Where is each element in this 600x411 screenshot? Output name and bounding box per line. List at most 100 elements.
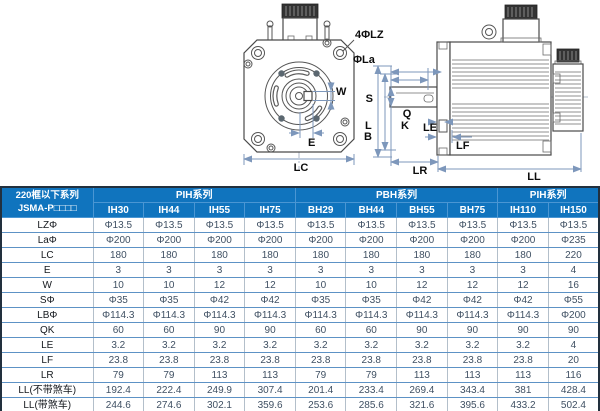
dimension-value-cell: 502.4	[547, 397, 599, 411]
dimension-value-cell: 20	[547, 352, 599, 368]
dimension-value-cell: Φ42	[497, 292, 549, 308]
model-column-header: BH55	[396, 202, 448, 218]
dimension-value-cell: 60	[92, 322, 144, 338]
dimension-value-cell: 180	[193, 247, 245, 263]
spec-table: 220框以下系列 JSMA-P□□□□ PIH系列 PBH系列 PIH系列 IH30…	[0, 186, 600, 411]
dimension-value-cell: 3	[497, 262, 549, 278]
model-column-header: BH29	[294, 202, 347, 218]
dimension-value-cell: 180	[497, 247, 549, 263]
dimension-value-cell: Φ200	[396, 232, 448, 248]
dimension-value-cell: 12	[396, 277, 448, 293]
dimension-lines	[243, 39, 582, 173]
dimension-value-cell: 60	[294, 322, 346, 338]
dimension-value-cell: 12	[446, 277, 498, 293]
dimension-value-cell: Φ13.5	[345, 217, 397, 233]
dimension-value-cell: Φ235	[547, 232, 599, 248]
dimension-value-cell: 3	[92, 262, 144, 278]
dimension-value-cell: 428.4	[547, 382, 599, 398]
dimension-value-cell: 244.6	[92, 397, 144, 411]
dimension-value-cell: Φ13.5	[446, 217, 498, 233]
spec-row: W 10 10 12 12 10 10 12 12 12 16	[1, 277, 599, 293]
dimension-value-cell: 23.8	[446, 352, 498, 368]
dimension-value-cell: Φ13.5	[396, 217, 448, 233]
dimension-value-cell: 23.8	[92, 352, 144, 368]
dimension-value-cell: 90	[193, 322, 245, 338]
dimension-value-cell: 192.4	[92, 382, 144, 398]
dimension-value-cell: Φ200	[143, 232, 195, 248]
dimension-value-cell: 23.8	[294, 352, 346, 368]
dimension-value-cell: 201.4	[294, 382, 346, 398]
spec-row: QK 60 60 90 90 60 60 90 90 90 90	[1, 322, 599, 338]
dimension-row-label: QK	[1, 322, 94, 338]
dimension-row-label: LC	[1, 247, 94, 263]
dimension-value-cell: 359.6	[244, 397, 296, 411]
label-w: W	[336, 86, 347, 98]
dimension-value-cell: 433.2	[497, 397, 549, 411]
dimension-value-cell: 180	[446, 247, 498, 263]
dimension-value-cell: Φ35	[345, 292, 397, 308]
dimension-value-cell: 90	[244, 322, 296, 338]
dimension-value-cell: 79	[92, 367, 144, 383]
dimension-value-cell: Φ200	[446, 232, 498, 248]
dimension-value-cell: 16	[547, 277, 599, 293]
dimension-value-cell: 3	[143, 262, 195, 278]
dimension-value-cell: 180	[143, 247, 195, 263]
label-s: S	[366, 93, 373, 105]
dimension-value-cell: 79	[345, 367, 397, 383]
model-column-header: BH44	[345, 202, 398, 218]
dimension-row-label: W	[1, 277, 94, 293]
dimension-value-cell: 3	[294, 262, 346, 278]
dimension-value-cell: 3.2	[92, 337, 144, 353]
dimension-value-cell: Φ200	[92, 232, 144, 248]
dimension-value-cell: 222.4	[143, 382, 195, 398]
dimension-value-cell: Φ13.5	[244, 217, 296, 233]
spec-row: LL(不带煞车) 192.4 222.4 249.9 307.4 201.4 233.4 26…	[1, 382, 599, 398]
dimension-value-cell: 321.6	[396, 397, 448, 411]
dimension-value-cell: 23.8	[193, 352, 245, 368]
dimension-value-cell: 12	[193, 277, 245, 293]
dimension-value-cell: 249.9	[193, 382, 245, 398]
dimension-row-label: LE	[1, 337, 94, 353]
dimension-value-cell: 3	[446, 262, 498, 278]
label-l: L	[365, 120, 372, 132]
dimension-value-cell: 116	[547, 367, 599, 383]
dimension-value-cell: Φ114.3	[497, 307, 549, 323]
dimension-value-cell: Φ13.5	[497, 217, 549, 233]
dimension-value-cell: Φ200	[294, 232, 346, 248]
spec-row: LaΦ Φ200 Φ200 Φ200 Φ200 Φ200 Φ200 Φ200 Φ200 Φ200 Φ…	[1, 232, 599, 248]
dimension-value-cell: 4	[547, 262, 599, 278]
dimension-value-cell: Φ200	[244, 232, 296, 248]
dimension-value-cell: Φ42	[244, 292, 296, 308]
dimension-value-cell: 10	[143, 277, 195, 293]
model-column-header: IH44	[143, 202, 195, 218]
dimension-row-label: LR	[1, 367, 94, 383]
spec-row: LE 3.2 3.2 3.2 3.2 3.2 3.2 3.2 3.2 3.2 4	[1, 337, 599, 353]
dimension-value-cell: 3.2	[294, 337, 346, 353]
dimension-value-cell: 395.6	[446, 397, 498, 411]
dimension-value-cell: 113	[396, 367, 448, 383]
dimension-row-label: E	[1, 262, 94, 278]
label-k: K	[401, 120, 409, 132]
dimension-value-cell: 10	[92, 277, 144, 293]
series-title-line2: JSMA-P□□□□	[17, 202, 77, 214]
dimension-value-cell: 113	[497, 367, 549, 383]
dimension-value-cell: Φ200	[345, 232, 397, 248]
dimension-value-cell: Φ42	[396, 292, 448, 308]
dimension-value-cell: 3.2	[143, 337, 195, 353]
model-column-header: IH75	[244, 202, 296, 218]
dimension-value-cell: 23.8	[345, 352, 397, 368]
label-q: Q	[403, 108, 412, 120]
dimension-value-cell: 12	[497, 277, 549, 293]
dimension-value-cell: 60	[143, 322, 195, 338]
dimension-value-cell: 79	[294, 367, 346, 383]
dimension-value-cell: 233.4	[345, 382, 397, 398]
dimension-value-cell: 90	[396, 322, 448, 338]
dimension-value-cell: 12	[244, 277, 296, 293]
dimension-value-cell: 3	[193, 262, 245, 278]
dimension-value-cell: 381	[497, 382, 549, 398]
label-lf: LF	[456, 140, 470, 152]
spec-row: LL(带煞车) 244.6 274.6 302.1 359.6 253.6 285.6 321…	[1, 397, 599, 411]
label-lr: LR	[413, 165, 428, 177]
motor-dimension-drawing: 4ΦLZ ΦLa W E LC S Q K L B LE LF LR LL	[243, 3, 588, 183]
